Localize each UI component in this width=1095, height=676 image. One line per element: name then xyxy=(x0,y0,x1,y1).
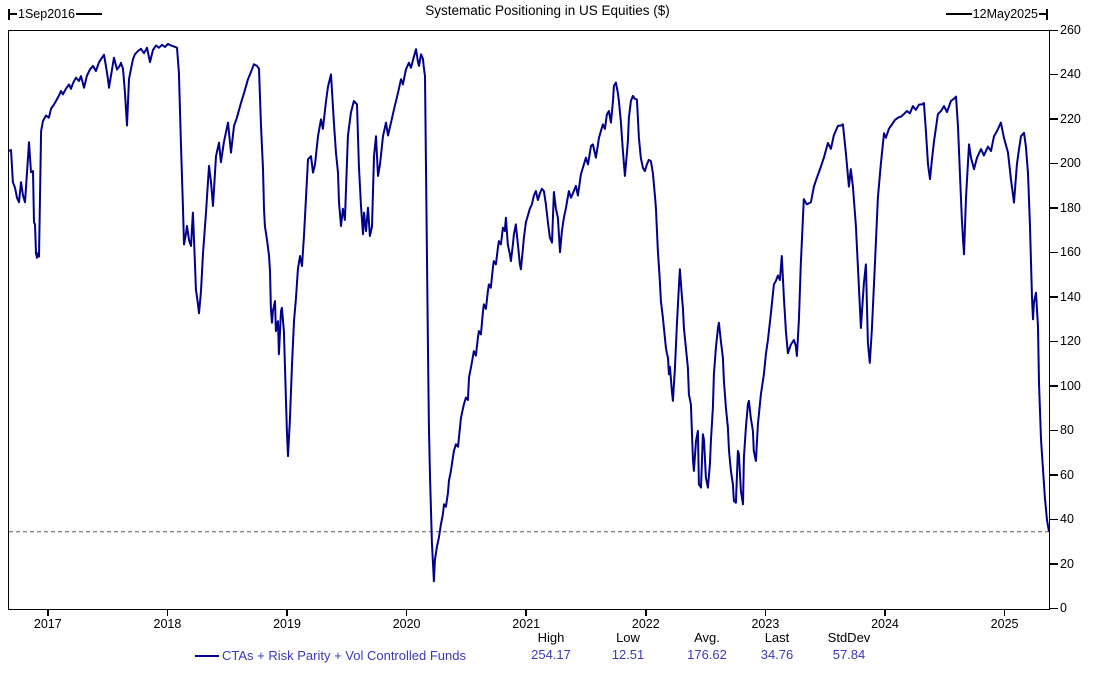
x-tick xyxy=(525,609,527,616)
y-tick-label: 160 xyxy=(1060,245,1081,260)
x-tick-label: 2018 xyxy=(153,617,182,631)
y-tick-label: 180 xyxy=(1060,200,1081,215)
series-legend-entry: CTAs + Risk Parity + Vol Controlled Fund… xyxy=(195,647,513,664)
legend: High Low Avg. Last StdDev CTAs + Risk Pa… xyxy=(195,630,891,664)
x-tick xyxy=(47,609,49,616)
y-tick-label: 220 xyxy=(1060,111,1081,126)
y-tick xyxy=(1049,251,1058,254)
stat-header-avg: Avg. xyxy=(694,630,720,645)
y-tick xyxy=(1049,474,1058,476)
end-marker-line-left xyxy=(945,13,972,15)
y-tick-label: 0 xyxy=(1060,601,1067,615)
start-date-label: 1Sep2016 xyxy=(18,7,76,21)
x-tick xyxy=(764,609,767,616)
x-tick-label: 2025 xyxy=(990,617,1019,631)
series-line xyxy=(9,42,1049,583)
stat-value-last: 34.76 xyxy=(760,647,794,662)
y-tick xyxy=(1049,385,1058,387)
start-date-marker: 1Sep2016 xyxy=(8,7,103,21)
x-tick-label: 2023 xyxy=(751,617,780,631)
x-tick-label: 2017 xyxy=(33,617,62,631)
y-tick-label: 260 xyxy=(1060,23,1081,37)
x-tick-label: 2021 xyxy=(512,617,541,631)
x-tick xyxy=(405,609,408,616)
start-marker-line xyxy=(10,13,17,15)
stat-value-avg: 176.62 xyxy=(687,647,727,662)
y-tick xyxy=(1049,429,1058,432)
end-marker-tick xyxy=(1046,8,1048,20)
stat-header-last: Last xyxy=(764,630,790,645)
start-marker-tick xyxy=(8,8,10,20)
x-tick-label: 2019 xyxy=(273,617,301,631)
y-tick xyxy=(1049,563,1058,565)
y-tick xyxy=(1049,607,1058,609)
y-tick-label: 60 xyxy=(1060,467,1074,482)
y-tick xyxy=(1049,73,1058,76)
end-date-marker: 12May2025 xyxy=(945,7,1048,21)
y-tick-label: 80 xyxy=(1060,423,1074,438)
stat-header-stddev: StdDev xyxy=(827,630,871,645)
x-tick xyxy=(1003,609,1006,616)
y-tick-label: 200 xyxy=(1060,156,1081,171)
y-tick-label: 140 xyxy=(1060,289,1081,304)
end-date-label: 12May2025 xyxy=(972,7,1038,21)
legend-spacer xyxy=(195,630,513,647)
x-tick-label: 2024 xyxy=(871,617,899,631)
end-marker-line xyxy=(1039,13,1046,15)
chart-title: Systematic Positioning in US Equities ($… xyxy=(425,3,670,18)
x-tick xyxy=(645,609,647,616)
x-tick xyxy=(166,609,169,616)
stat-header-low: Low xyxy=(616,630,640,645)
y-tick-label: 40 xyxy=(1060,512,1074,527)
plot-area xyxy=(8,30,1050,610)
stat-value-stddev: 57.84 xyxy=(832,647,866,662)
y-tick xyxy=(1049,162,1058,165)
x-tick-label: 2020 xyxy=(392,617,421,631)
y-tick xyxy=(1049,207,1058,209)
y-tick-label: 120 xyxy=(1060,334,1081,349)
start-marker-line-right xyxy=(76,13,103,15)
plot-canvas xyxy=(9,42,1049,583)
y-tick xyxy=(1049,29,1058,31)
series-line-sample xyxy=(195,654,219,657)
x-tick xyxy=(286,609,288,616)
y-tick-label: 240 xyxy=(1060,67,1081,82)
series-label: CTAs + Risk Parity + Vol Controlled Fund… xyxy=(222,648,466,663)
stat-value-low: 12.51 xyxy=(611,647,645,662)
y-tick-label: 20 xyxy=(1060,556,1074,571)
y-tick-label: 100 xyxy=(1060,378,1081,393)
y-tick xyxy=(1049,518,1058,521)
x-tick-label: 2022 xyxy=(631,617,660,631)
stat-value-high: 254.17 xyxy=(531,647,571,662)
y-tick xyxy=(1049,340,1058,343)
stat-header-high: High xyxy=(537,630,565,645)
x-tick xyxy=(884,609,886,616)
y-tick xyxy=(1049,118,1058,120)
y-tick xyxy=(1049,296,1058,298)
